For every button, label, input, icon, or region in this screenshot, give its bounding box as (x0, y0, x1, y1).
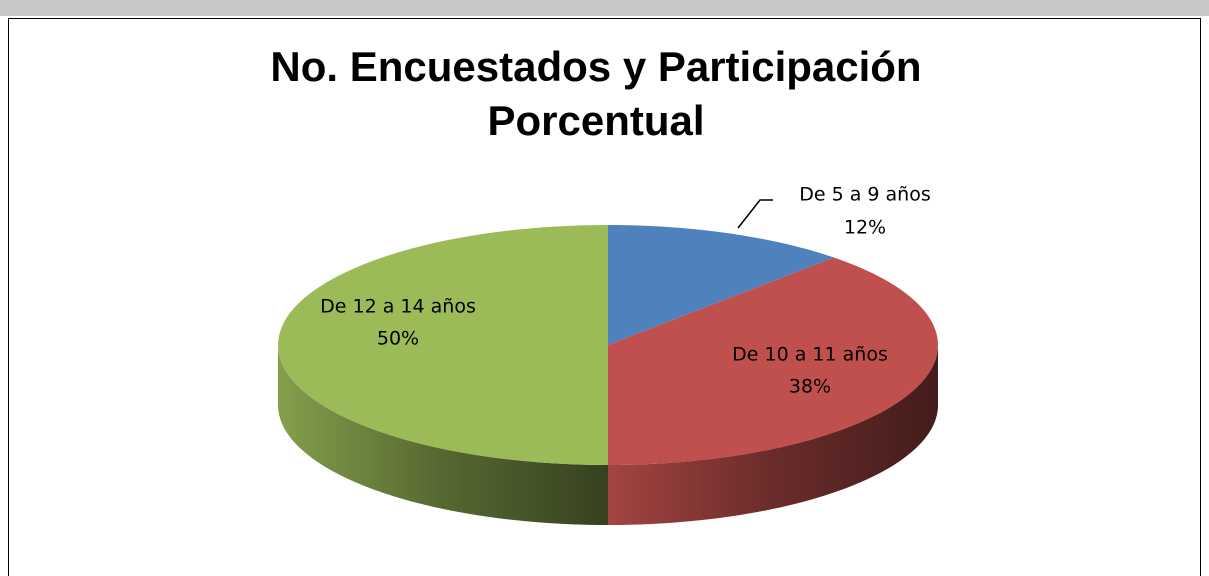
slice (608, 225, 834, 345)
data-label-value: 50% (377, 328, 419, 350)
leader-line (737, 199, 773, 229)
chart-title: No. Encuestados y Participación Porcentu… (270, 43, 922, 144)
slice (608, 257, 938, 465)
slice-side-shade (608, 345, 938, 525)
slice-side-shade (278, 345, 608, 525)
data-label-name: De 5 a 9 años (799, 184, 931, 206)
data-label-value: 12% (844, 217, 886, 239)
slice (278, 225, 608, 465)
data-label-name: De 10 a 11 años (732, 344, 888, 366)
data-label-value: 38% (789, 376, 831, 398)
data-label-name: De 12 a 14 años (320, 296, 476, 318)
window-bar (0, 0, 1209, 16)
